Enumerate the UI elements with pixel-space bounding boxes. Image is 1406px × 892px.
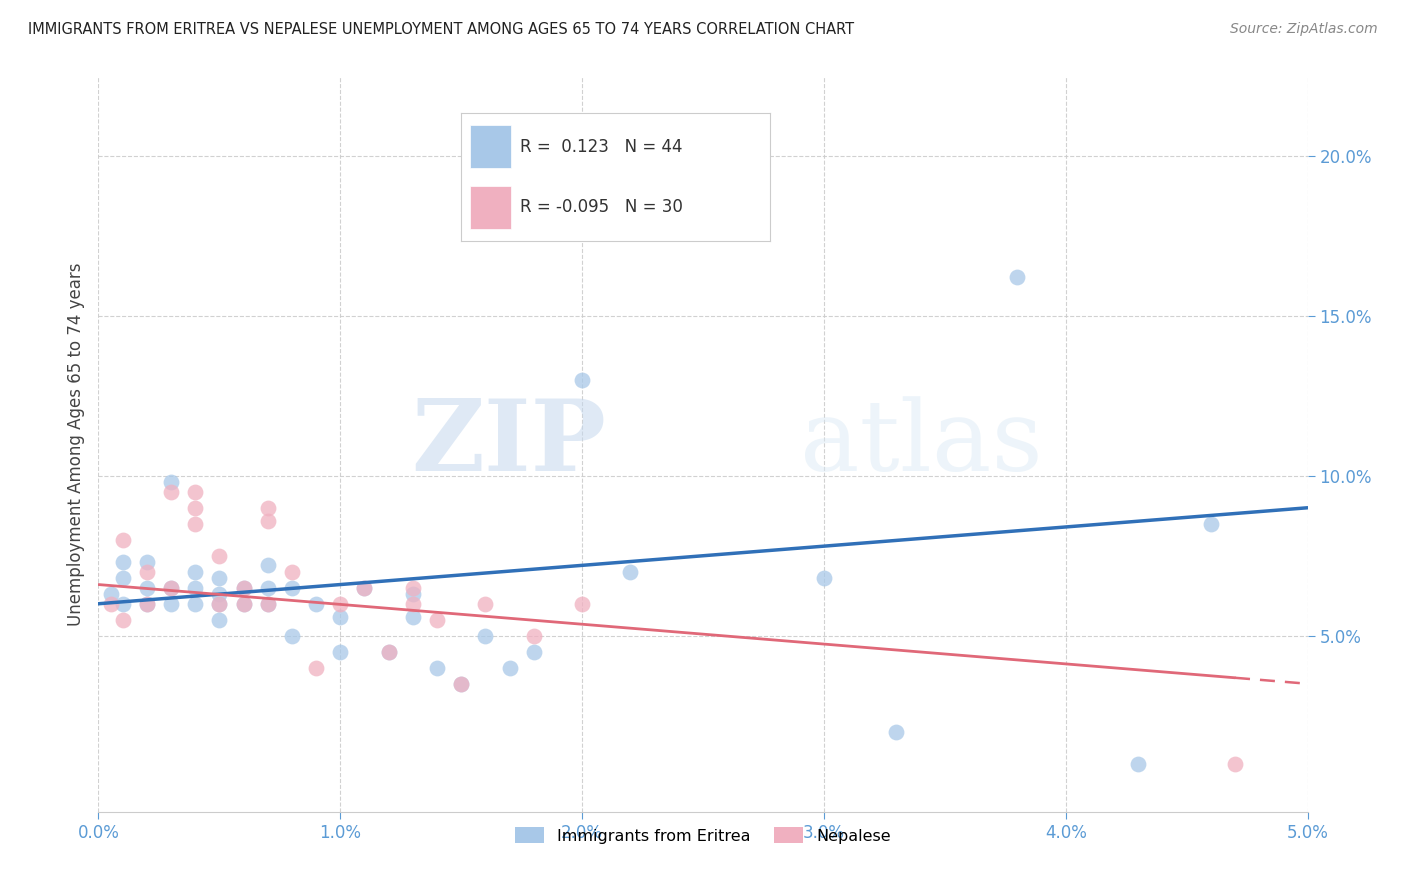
Point	[184, 484, 207, 499]
Point	[232, 581, 254, 595]
Point	[111, 555, 134, 569]
Point	[281, 629, 304, 643]
Point	[111, 613, 134, 627]
Point	[135, 555, 157, 569]
Y-axis label: Unemployment Among Ages 65 to 74 years: Unemployment Among Ages 65 to 74 years	[66, 262, 84, 625]
Point	[135, 565, 157, 579]
Point	[135, 597, 157, 611]
Point	[256, 514, 278, 528]
Point	[353, 581, 375, 595]
Point	[1128, 756, 1150, 771]
Point	[208, 613, 231, 627]
Point	[402, 609, 425, 624]
Point	[208, 597, 231, 611]
Point	[305, 661, 328, 675]
Point	[111, 533, 134, 547]
Point	[208, 549, 231, 563]
Point	[111, 597, 134, 611]
Point	[523, 629, 546, 643]
Point	[100, 597, 122, 611]
Point	[450, 677, 472, 691]
Point	[498, 661, 520, 675]
Point	[208, 587, 231, 601]
Point	[402, 581, 425, 595]
Point	[184, 565, 207, 579]
Point	[111, 571, 134, 585]
Point	[474, 629, 496, 643]
Point	[523, 645, 546, 659]
Point	[619, 565, 641, 579]
Point	[160, 597, 183, 611]
Point	[474, 597, 496, 611]
Point	[184, 581, 207, 595]
Point	[256, 581, 278, 595]
Point	[329, 597, 352, 611]
Point	[281, 581, 304, 595]
Point	[305, 597, 328, 611]
Point	[184, 516, 207, 531]
Point	[377, 645, 399, 659]
Point	[160, 581, 183, 595]
Point	[571, 597, 593, 611]
Point	[426, 661, 449, 675]
Point	[232, 597, 254, 611]
Point	[329, 609, 352, 624]
Point	[184, 597, 207, 611]
Point	[886, 724, 908, 739]
Point	[256, 500, 278, 515]
Point	[571, 373, 593, 387]
Point	[160, 475, 183, 490]
Point	[208, 597, 231, 611]
Point	[100, 587, 122, 601]
Point	[281, 565, 304, 579]
Point	[256, 597, 278, 611]
Point	[184, 500, 207, 515]
Point	[353, 581, 375, 595]
Point	[1223, 756, 1246, 771]
Point	[450, 677, 472, 691]
Point	[813, 571, 835, 585]
Point	[692, 174, 714, 188]
Point	[329, 645, 352, 659]
Point	[377, 645, 399, 659]
Legend: Immigrants from Eritrea, Nepalese: Immigrants from Eritrea, Nepalese	[508, 820, 898, 852]
Point	[160, 484, 183, 499]
Point	[402, 597, 425, 611]
Point	[256, 558, 278, 573]
Point	[208, 571, 231, 585]
Point	[402, 587, 425, 601]
Text: atlas: atlas	[800, 396, 1042, 491]
Point	[135, 581, 157, 595]
Point	[1007, 270, 1029, 285]
Text: ZIP: ZIP	[412, 395, 606, 492]
Point	[135, 597, 157, 611]
Point	[232, 581, 254, 595]
Text: Source: ZipAtlas.com: Source: ZipAtlas.com	[1230, 22, 1378, 37]
Point	[160, 581, 183, 595]
Point	[232, 597, 254, 611]
Text: IMMIGRANTS FROM ERITREA VS NEPALESE UNEMPLOYMENT AMONG AGES 65 TO 74 YEARS CORRE: IMMIGRANTS FROM ERITREA VS NEPALESE UNEM…	[28, 22, 855, 37]
Point	[426, 613, 449, 627]
Point	[1199, 516, 1222, 531]
Point	[256, 597, 278, 611]
